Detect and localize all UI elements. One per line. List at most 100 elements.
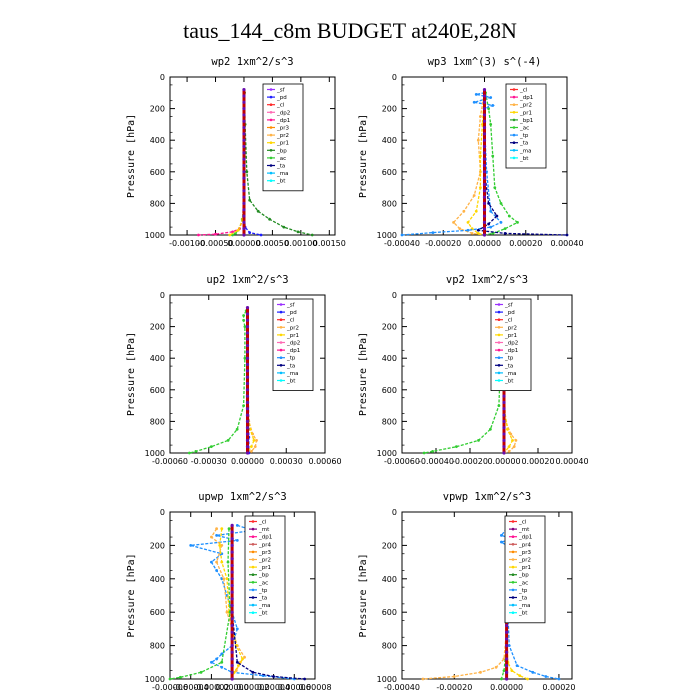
center-marker [482,125,487,130]
series-point [218,544,222,547]
y-tick-label: 0 [392,73,397,82]
y-tick-label: 600 [382,168,397,177]
center-marker [242,113,246,117]
center-marker [230,630,234,634]
series-point [226,560,230,564]
legend-marker [279,303,283,306]
center-marker [505,677,509,681]
legend-label: _bt [519,156,529,162]
series-line-tp [190,524,295,680]
legend-label: _pr1 [276,141,289,147]
center-marker [242,195,246,199]
series-point [479,670,482,674]
center-marker [242,151,246,155]
legend-label: _pr1 [519,110,532,116]
panel-title: wp3 1xm^(3) s^(-4) [428,56,542,68]
center-marker [505,644,509,648]
series-point [210,535,213,539]
legend-marker [511,535,515,538]
series-point [243,655,246,659]
center-marker [230,657,234,661]
center-marker [502,426,506,430]
y-tick-label: 0 [160,291,165,300]
center-marker [230,550,234,554]
legend-label: _pr4 [518,542,532,548]
legend-marker [497,303,501,306]
series-point [474,209,478,213]
series-point [215,657,219,661]
series-point [282,225,286,229]
x-tick-label: -0.00002 [193,683,229,692]
series-point [210,660,213,664]
series-point [499,677,503,681]
center-marker [230,650,234,654]
legend-marker [251,550,255,554]
plot-frame [169,76,336,236]
center-marker [482,176,487,180]
legend-marker [497,333,501,337]
legend-box [490,298,532,391]
legend-label: _dp1 [258,535,272,541]
x-tick-label: 0.00004 [257,683,290,692]
legend-marker [269,156,273,160]
center-marker [482,157,487,161]
legend-label: _ac [519,126,529,132]
series-point [499,533,503,537]
series-line-dp2 [423,310,503,454]
series-point [515,664,519,668]
legend-marker [269,133,273,137]
y-tick-label: 600 [150,386,165,395]
y-tick-label: 0 [160,73,165,82]
x-tick-label: 0.00002 [236,683,269,692]
center-marker [230,543,234,548]
x-tick-label: 0.00050 [256,239,289,248]
series-line-pr2 [246,310,258,454]
center-marker [242,220,246,224]
series-point [310,233,314,237]
series-point [491,104,495,107]
legend-marker [279,341,283,344]
page-title: taus_144_c8m BUDGET at240E,28N [183,18,517,43]
series-point [489,225,493,229]
center-marker [505,670,509,674]
series-point [215,533,219,537]
series-line-pr1 [229,92,245,236]
center-marker [482,227,487,231]
legend-label: _ta [504,363,513,369]
series-point [421,677,425,681]
panel-1: wp2 1xm^2/s^3 Pressure [hPa] 0 200 400 600 800… [126,56,346,248]
legend-marker [251,596,255,599]
y-tick-label: 0 [392,508,397,517]
series-point [178,675,182,679]
series-point [491,154,495,158]
x-tick-label: -0.00040 [384,239,420,248]
series-point [526,677,529,681]
series-point [491,232,495,235]
series-point [251,670,255,674]
center-marker [230,577,234,581]
y-tick-label: 400 [382,136,397,145]
center-marker [502,400,506,405]
center-marker [482,170,487,174]
y-tick-label: 400 [150,136,165,145]
x-tick-label: 0.00020 [521,457,554,466]
x-tick-label: 0.00000 [490,683,523,692]
series-line-pd [243,92,262,236]
center-marker [505,637,509,641]
series-point [220,660,224,664]
legend-label: _dp1 [286,348,300,354]
series-point [470,232,474,235]
series-point [510,669,514,673]
center-marker [242,214,246,218]
y-axis-label: Pressure [hPa] [358,332,369,416]
x-tick-label: -0.00060 [152,457,188,466]
legend-label: _tp [504,356,514,362]
legend-marker [497,371,501,375]
series-point [249,450,253,453]
series-point [502,669,506,673]
legend-label: _ma [504,371,516,377]
legend-marker [512,156,516,160]
center-marker [230,677,234,681]
center-marker [245,388,250,392]
legend-marker [497,310,501,314]
